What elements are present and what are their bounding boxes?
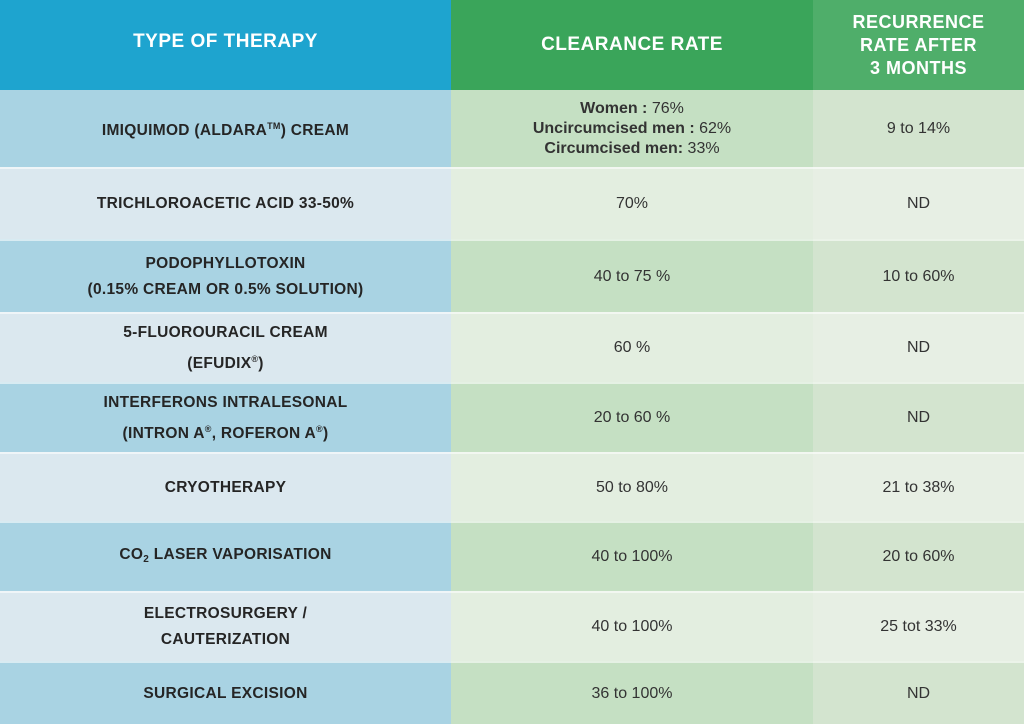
therapy-line2-mid: , ROFERON A (211, 424, 317, 442)
therapy-line1: 5-FLUOROURACIL CREAM (123, 323, 328, 341)
clearance-women-label: Women : (580, 99, 648, 117)
clearance-cell-fluorouracil: 60 % (451, 312, 813, 382)
registered-mark: ® (251, 353, 259, 364)
therapy-line2: (EFUDIX (187, 354, 252, 372)
header-recurrence-line2: RATE AFTER (859, 34, 977, 55)
therapy-cell-imiquimod: IMIQUIMOD (ALDARATM) CREAM (0, 90, 451, 167)
recurrence-cell-interferons: ND (813, 382, 1024, 452)
therapy-line2-end: ) (258, 354, 264, 372)
recurrence-cell-imiquimod: 9 to 14% (813, 90, 1024, 167)
clearance-cell-surgical-excision: 36 to 100% (451, 661, 813, 724)
therapy-line2: (0.15% CREAM OR 0.5% SOLUTION) (87, 280, 364, 298)
recurrence-cell-podophyllotoxin: 10 to 60% (813, 239, 1024, 312)
therapy-text-rest: LASER VAPORISATION (149, 545, 332, 563)
therapy-line1: INTERFERONS INTRALESONAL (103, 393, 348, 411)
therapy-text: CO (119, 545, 144, 563)
therapy-line2-end: ) (322, 424, 329, 442)
trademark-mark: TM (267, 121, 281, 131)
therapy-line1: PODOPHYLLOTOXIN (145, 254, 306, 272)
therapy-cell-interferons: INTERFERONS INTRALESONAL (INTRON A®, ROF… (0, 382, 451, 452)
clearance-cell-co2-laser: 40 to 100% (451, 521, 813, 591)
clearance-cell-interferons: 20 to 60 % (451, 382, 813, 452)
therapy-cell-electrosurgery: ELECTROSURGERY / CAUTERIZATION (0, 591, 451, 661)
recurrence-cell-co2-laser: 20 to 60% (813, 521, 1024, 591)
header-clearance-rate: CLEARANCE RATE (451, 0, 813, 90)
therapy-line1: ELECTROSURGERY / (143, 605, 308, 622)
clearance-circ-label: Circumcised men: (544, 139, 684, 157)
therapy-line2: (INTRON A (122, 424, 205, 442)
recurrence-cell-fluorouracil: ND (813, 312, 1024, 382)
subscript-2: 2 (143, 553, 150, 565)
therapy-line2: CAUTERIZATION (160, 631, 291, 648)
recurrence-cell-trichloroacetic: ND (813, 167, 1024, 239)
recurrence-cell-electrosurgery: 25 tot 33% (813, 591, 1024, 661)
header-recurrence-rate: RECURRENCE RATE AFTER 3 MONTHS (813, 0, 1024, 90)
clearance-uncirc-label: Uncircumcised men : (532, 119, 695, 137)
registered-mark: ® (204, 423, 212, 434)
clearance-uncirc-value: 62% (694, 119, 732, 137)
therapy-cell-co2-laser: CO2 LASER VAPORISATION (0, 521, 451, 591)
clearance-cell-trichloroacetic: 70% (451, 167, 813, 239)
clearance-cell-imiquimod: Women : 76% Uncircumcised men : 62% Circ… (451, 90, 813, 167)
clearance-cell-podophyllotoxin: 40 to 75 % (451, 239, 813, 312)
therapy-text: ) CREAM (280, 122, 350, 139)
clearance-cell-cryotherapy: 50 to 80% (451, 452, 813, 521)
therapy-text: IMIQUIMOD (ALDARA (101, 122, 268, 139)
clearance-cell-electrosurgery: 40 to 100% (451, 591, 813, 661)
clearance-women-value: 76% (647, 99, 684, 117)
header-recurrence-line3: 3 MONTHS (869, 57, 967, 78)
therapy-cell-cryotherapy: CRYOTHERAPY (0, 452, 451, 521)
therapy-cell-surgical-excision: SURGICAL EXCISION (0, 661, 451, 724)
header-type-of-therapy: TYPE OF THERAPY (0, 0, 451, 90)
therapy-cell-trichloroacetic: TRICHLOROACETIC ACID 33-50% (0, 167, 451, 239)
therapy-cell-podophyllotoxin: PODOPHYLLOTOXIN (0.15% CREAM OR 0.5% SOL… (0, 239, 451, 312)
therapy-cell-fluorouracil: 5-FLUOROURACIL CREAM (EFUDIX®) (0, 312, 451, 382)
registered-mark: ® (316, 423, 323, 434)
recurrence-cell-cryotherapy: 21 to 38% (813, 452, 1024, 521)
recurrence-cell-surgical-excision: ND (813, 661, 1024, 724)
header-recurrence-line1: RECURRENCE (852, 11, 985, 32)
clearance-circ-value: 33% (683, 139, 720, 157)
